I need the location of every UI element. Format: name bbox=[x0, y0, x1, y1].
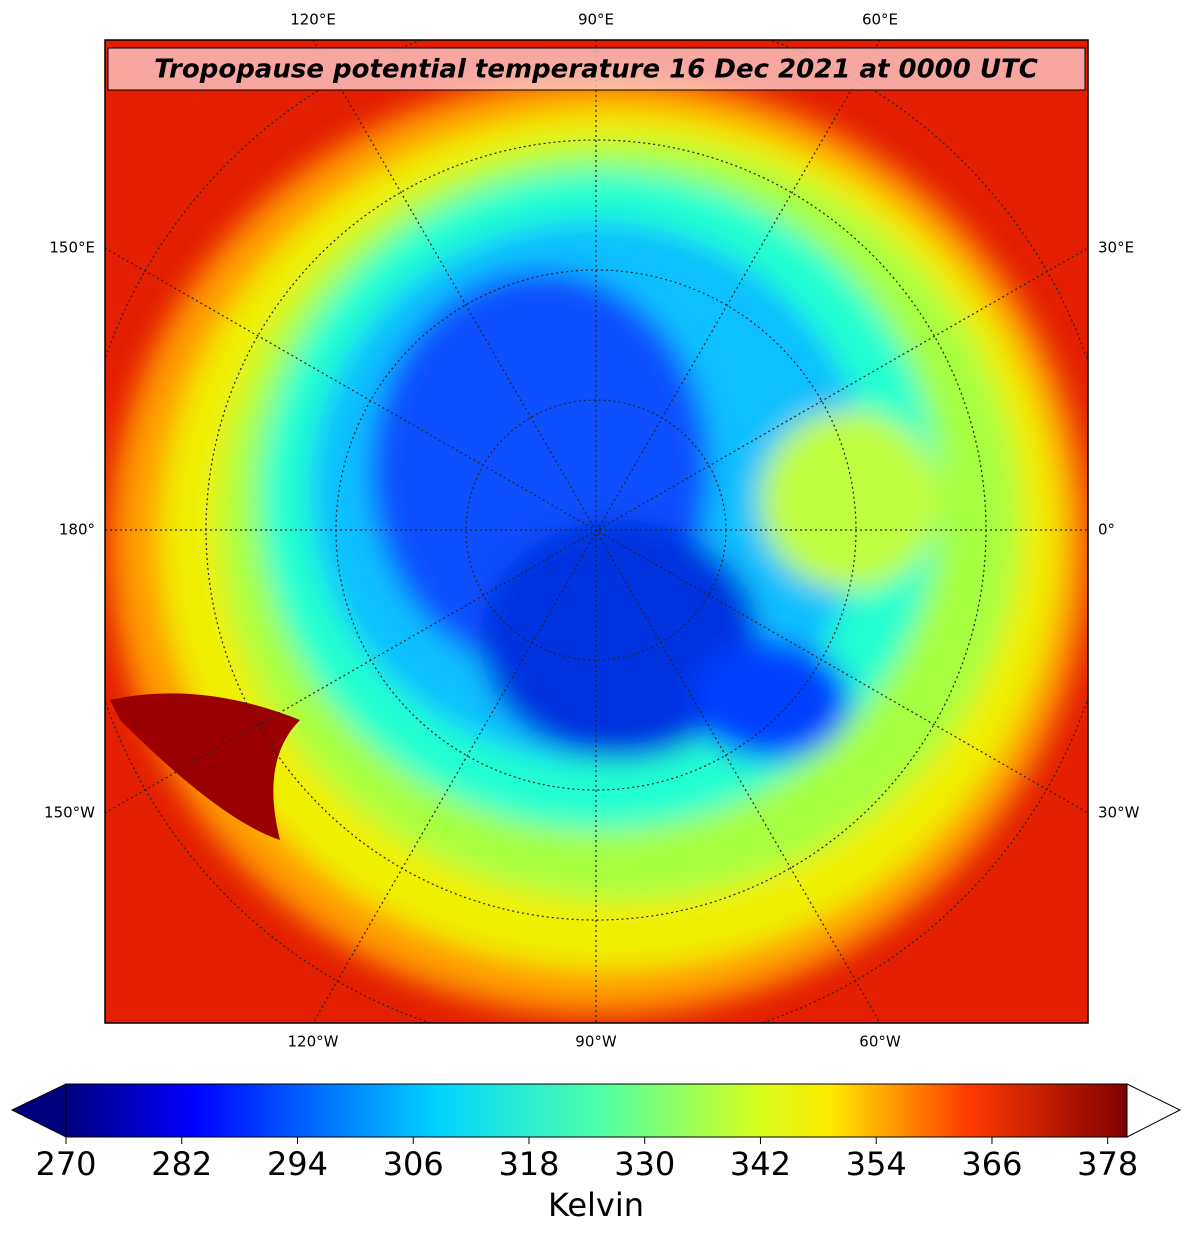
lon-label: 90°W bbox=[575, 1033, 617, 1051]
lon-label: 60°E bbox=[862, 11, 898, 29]
colorbar-tick-label: 354 bbox=[846, 1145, 907, 1183]
lon-label: 180° bbox=[59, 521, 95, 539]
colorbar-tick-label: 378 bbox=[1077, 1145, 1138, 1183]
colorbar-tick-label: 342 bbox=[730, 1145, 791, 1183]
lon-label: 120°W bbox=[288, 1033, 339, 1051]
colorbar-tick-label: 294 bbox=[267, 1145, 328, 1183]
colorbar-extend-high bbox=[1126, 1083, 1182, 1138]
lon-label: 30°W bbox=[1098, 804, 1140, 822]
lon-label: 0° bbox=[1098, 521, 1115, 539]
colorbar-tick-label: 270 bbox=[35, 1145, 96, 1183]
colorbar-tick-label: 366 bbox=[961, 1145, 1022, 1183]
colorbar-extend-low bbox=[10, 1083, 67, 1138]
lon-label: 90°E bbox=[578, 11, 614, 29]
lon-label: 60°W bbox=[859, 1033, 901, 1051]
lon-label: 150°W bbox=[44, 804, 95, 822]
colorbar-ticks: 270 282 294 306 318 330 342 354 366 378 bbox=[35, 1137, 1138, 1183]
map-labels: 120°E 90°E 60°E 120°W 90°W 60°W 150°E 180° 150°W… bbox=[44, 11, 1140, 1051]
colorbar-tick-label: 282 bbox=[151, 1145, 212, 1183]
title-box bbox=[107, 47, 1086, 91]
title: Tropopause potential temperature 16 Dec … bbox=[154, 55, 1038, 85]
colorbar bbox=[65, 1083, 1128, 1138]
colorbar-label: Kelvin bbox=[548, 1186, 644, 1224]
lon-label: 150°E bbox=[49, 239, 95, 257]
map-frame bbox=[104, 39, 1089, 1024]
lon-label: 120°E bbox=[290, 11, 336, 29]
colorbar-tick-label: 306 bbox=[383, 1145, 444, 1183]
colorbar-tick-label: 330 bbox=[614, 1145, 675, 1183]
map bbox=[105, 40, 1088, 1023]
lon-label: 30°E bbox=[1098, 239, 1134, 257]
colorbar-tick-label: 318 bbox=[498, 1145, 559, 1183]
